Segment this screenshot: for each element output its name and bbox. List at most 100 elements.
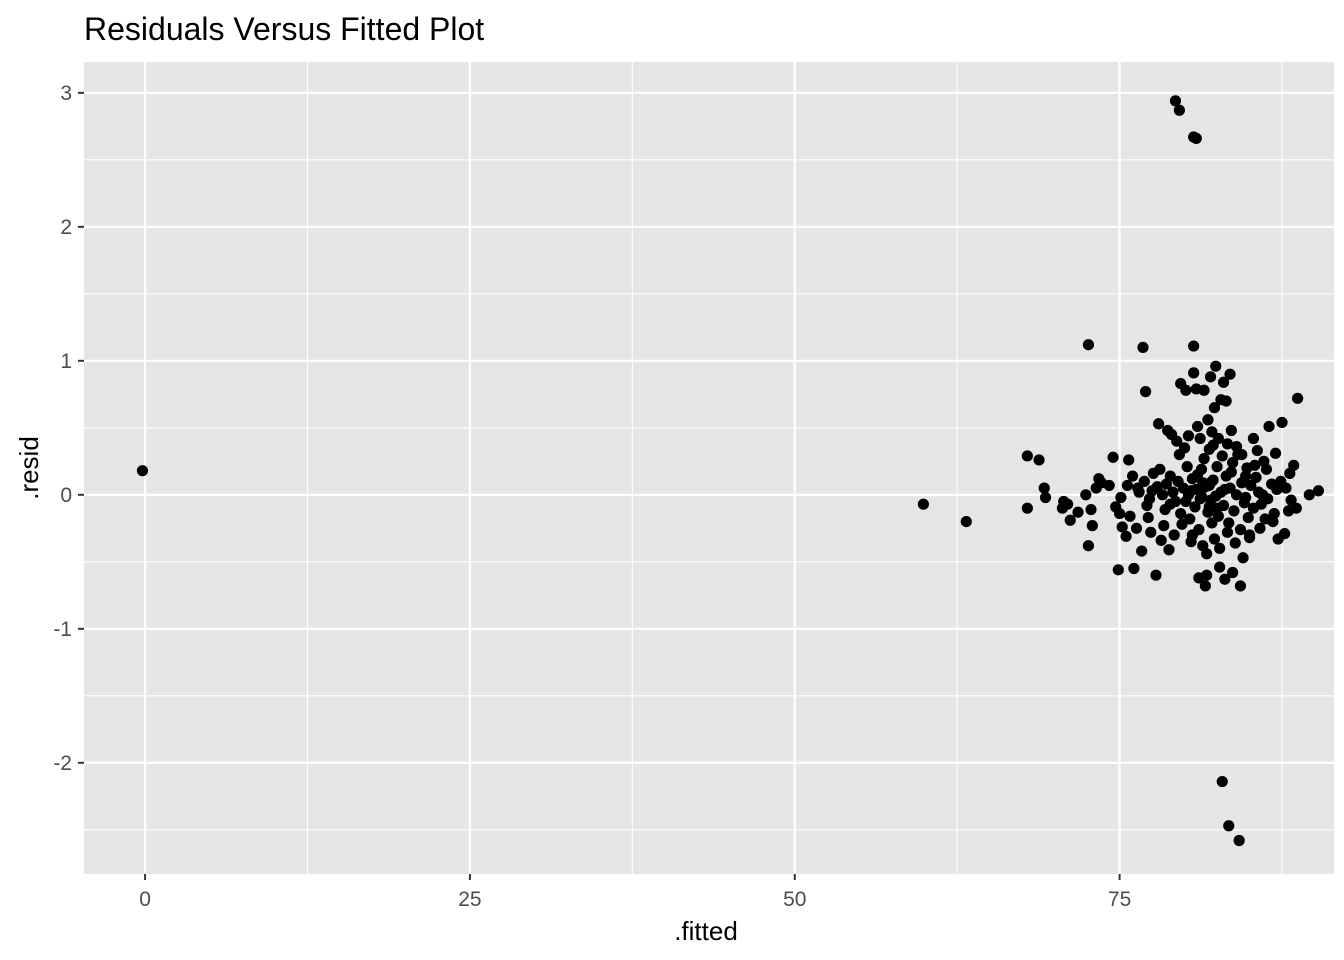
x-tick-label: 50 <box>783 888 806 911</box>
data-point <box>1136 545 1148 557</box>
data-point <box>1150 569 1162 581</box>
data-point <box>1128 562 1140 575</box>
data-point <box>1191 420 1204 433</box>
data-point <box>1225 424 1237 437</box>
y-tick-label: -1 <box>53 618 72 641</box>
data-point <box>1251 444 1263 457</box>
data-point <box>1228 505 1240 517</box>
data-point <box>1085 503 1097 516</box>
data-point <box>1234 524 1247 536</box>
y-tick-label: 0 <box>60 484 72 507</box>
data-point <box>1225 466 1237 478</box>
data-point <box>1188 367 1200 379</box>
data-point <box>1224 368 1236 380</box>
data-point <box>1072 506 1084 518</box>
data-point <box>1082 339 1095 351</box>
data-point <box>1138 475 1150 487</box>
data-point <box>1107 451 1119 463</box>
data-point <box>1173 104 1185 116</box>
data-point <box>1219 573 1231 585</box>
data-point <box>1254 522 1266 534</box>
data-point <box>1201 548 1213 560</box>
data-point <box>1169 95 1182 107</box>
data-point <box>1271 483 1283 496</box>
data-point <box>1181 461 1193 473</box>
data-point <box>1208 402 1221 414</box>
y-axis-title: .resid <box>14 436 44 500</box>
data-point <box>1243 532 1256 544</box>
y-tick-label: 1 <box>60 350 72 373</box>
data-point <box>1202 414 1214 426</box>
data-point <box>1167 486 1179 498</box>
data-point <box>1191 469 1204 481</box>
data-point <box>1303 489 1315 501</box>
data-point <box>1216 775 1228 788</box>
data-point <box>1121 479 1133 492</box>
data-point <box>1137 341 1149 354</box>
data-point <box>1155 534 1167 546</box>
data-point <box>1160 478 1172 490</box>
data-point <box>1285 494 1297 506</box>
data-point <box>1190 132 1202 144</box>
minor-gridlines <box>84 62 1334 874</box>
data-point <box>1312 485 1325 497</box>
data-point <box>1080 489 1092 501</box>
data-point <box>1194 432 1206 445</box>
chart-title: Residuals Versus Fitted Plot <box>84 11 484 47</box>
data-point <box>1219 483 1231 496</box>
data-point <box>1116 521 1128 533</box>
data-point <box>1223 517 1235 529</box>
data-point <box>1250 471 1262 483</box>
data-point <box>1103 479 1115 492</box>
data-point <box>1182 430 1195 442</box>
data-point <box>1279 528 1291 540</box>
data-point <box>1120 530 1132 542</box>
data-point <box>1211 461 1223 473</box>
data-point <box>1227 457 1239 469</box>
data-point <box>1064 514 1076 526</box>
data-point <box>1229 537 1241 549</box>
data-point <box>1198 384 1210 396</box>
data-point <box>1201 569 1213 581</box>
data-point <box>1184 513 1196 525</box>
data-point <box>1188 340 1200 352</box>
data-point <box>1259 513 1271 525</box>
data-point <box>917 498 929 510</box>
data-point <box>1206 426 1218 438</box>
data-point <box>1208 533 1221 545</box>
data-point <box>1292 392 1304 404</box>
data-point <box>1158 520 1170 532</box>
data-point <box>1112 564 1124 576</box>
data-point <box>1276 416 1288 429</box>
data-point <box>1142 511 1154 524</box>
data-point <box>1126 470 1139 482</box>
data-point <box>1223 820 1235 832</box>
data-point <box>1214 561 1226 573</box>
data-point <box>1247 432 1260 445</box>
data-point <box>1262 493 1274 505</box>
data-point <box>1203 501 1215 513</box>
data-point <box>1199 580 1211 592</box>
data-point <box>1210 490 1222 502</box>
data-point <box>1173 449 1185 461</box>
x-axis-ticks: 0 25 50 75 <box>139 874 1131 911</box>
data-point <box>1221 438 1234 450</box>
data-point <box>1168 529 1180 541</box>
data-point <box>1214 542 1226 554</box>
data-point <box>1180 384 1192 396</box>
data-point <box>1258 455 1270 467</box>
data-point <box>1212 510 1224 522</box>
data-point <box>1164 498 1176 510</box>
data-point <box>1253 486 1265 498</box>
data-point <box>1115 491 1127 504</box>
data-point <box>1189 501 1201 513</box>
data-point <box>1240 491 1252 504</box>
data-point <box>1082 540 1095 552</box>
data-point <box>1269 447 1282 459</box>
data-point <box>1114 507 1126 520</box>
y-axis-ticks: -2 -1 0 1 2 3 <box>53 82 84 775</box>
data-point <box>960 515 972 528</box>
data-point <box>1062 498 1074 510</box>
